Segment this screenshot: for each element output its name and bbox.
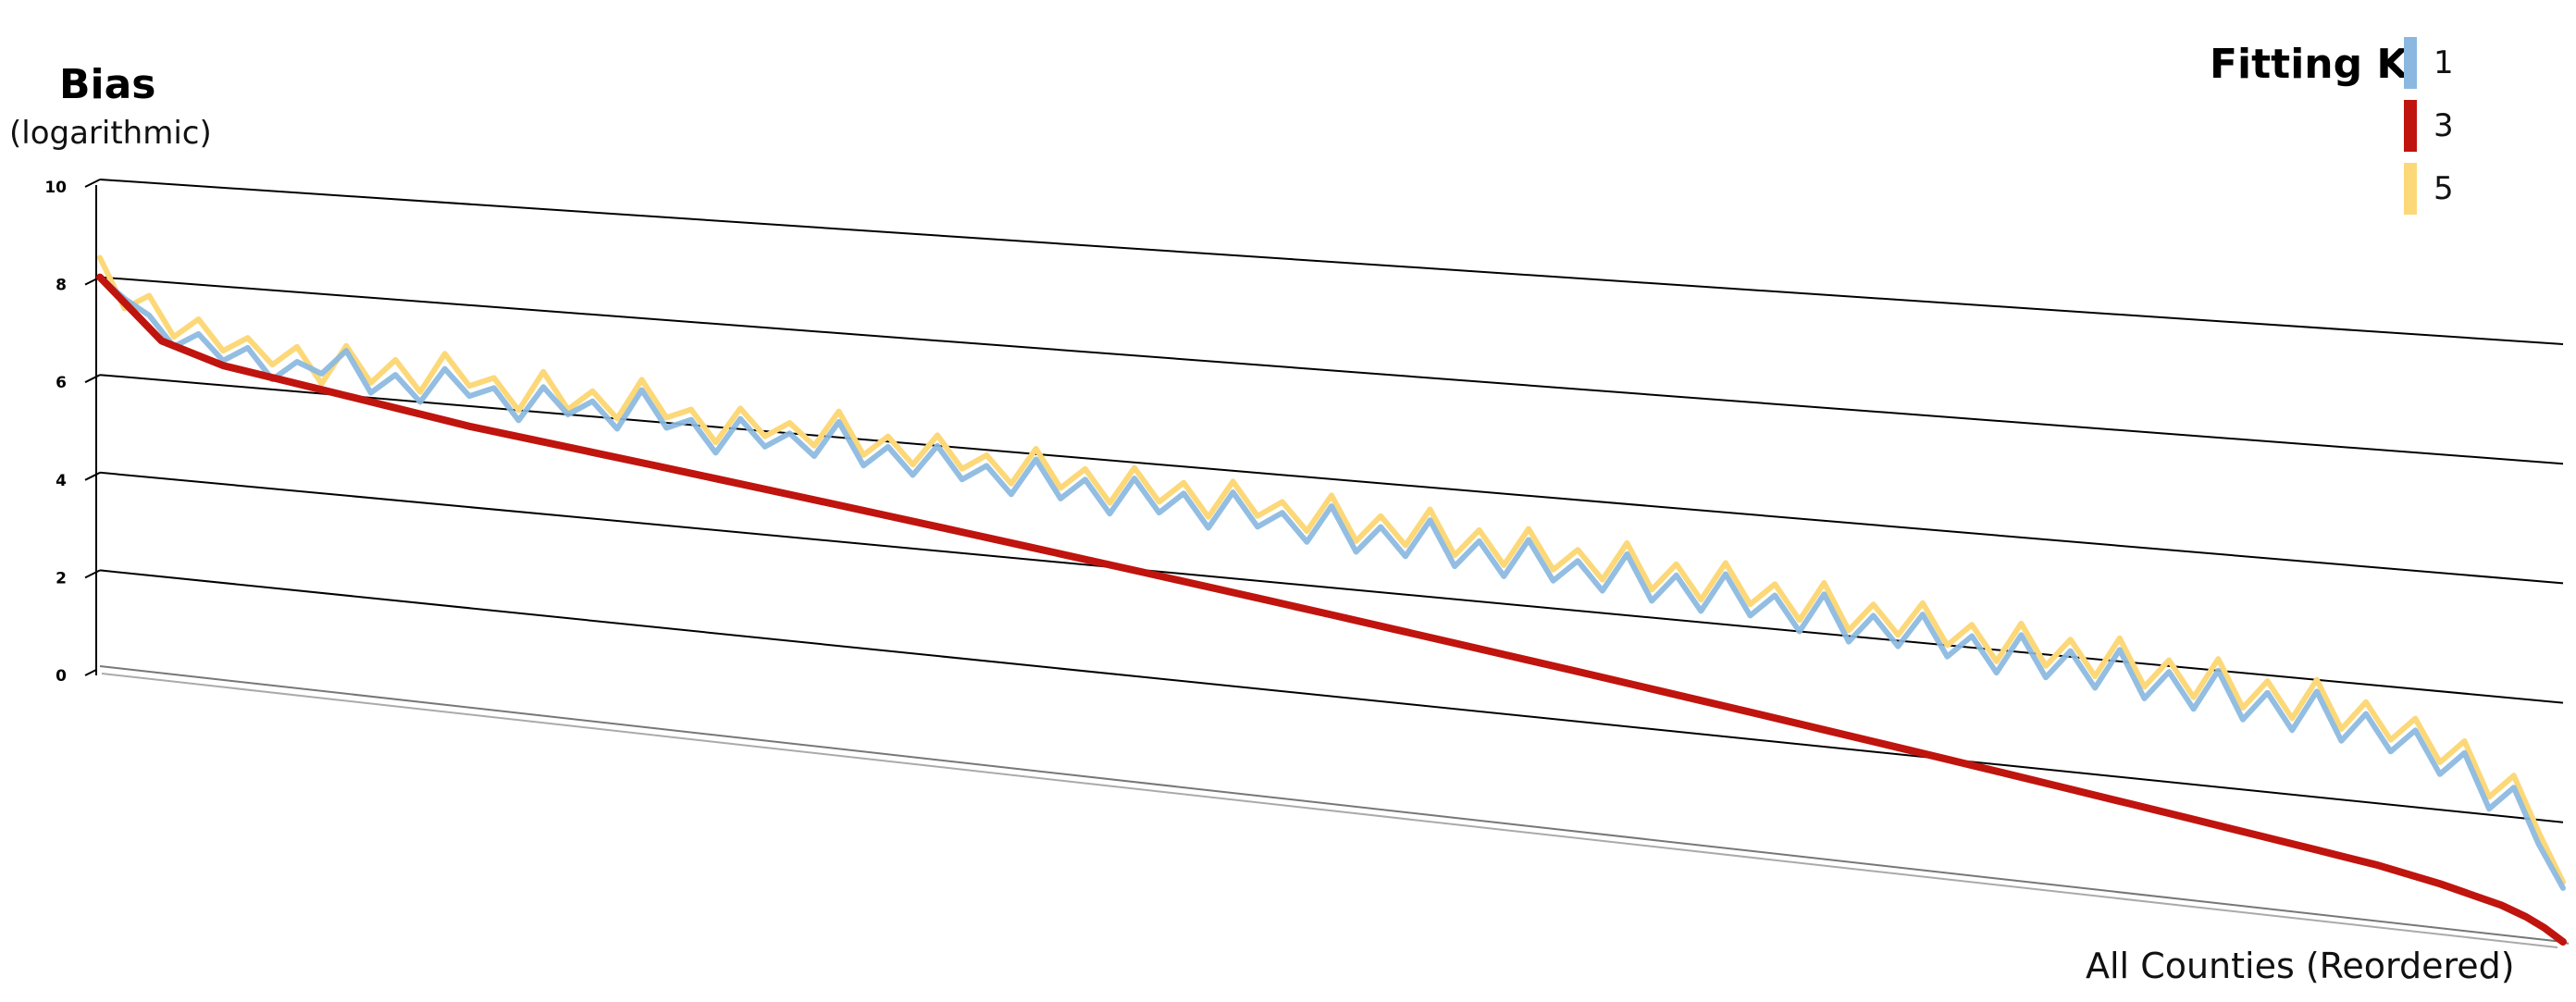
y-tick-labels: 0 2 4 6 8 10	[44, 179, 67, 686]
axes	[84, 185, 2570, 948]
y-tick-label-8: 8	[56, 277, 67, 295]
data-series	[96, 254, 2567, 946]
y-axis-base-tick	[84, 669, 97, 676]
y-tick-label-10: 10	[44, 179, 67, 197]
y-axis-title: Bias	[59, 61, 156, 108]
legend-label-3: 3	[2434, 107, 2454, 144]
legend-swatch-1	[2404, 37, 2417, 89]
gridline-stub-2	[84, 569, 101, 579]
gridline-8	[99, 276, 2564, 465]
legend-swatch-5	[2404, 163, 2417, 215]
gridline-6	[99, 374, 2564, 585]
legend-title: Fitting K	[2210, 41, 2409, 88]
y-axis-subtitle: (logarithmic)	[9, 115, 212, 152]
y-tick-label-2: 2	[56, 569, 67, 588]
series-line-5	[97, 254, 2566, 885]
series-line-3	[96, 273, 2567, 946]
gridline-stub-4	[84, 471, 101, 481]
x-axis-title: All Counties (Reordered)	[2086, 946, 2515, 986]
floor-front-edge	[101, 673, 2558, 948]
series-line-1	[97, 274, 2566, 891]
y-tick-label-6: 6	[56, 374, 67, 392]
legend-swatch-3	[2404, 100, 2417, 152]
y-tick-label-0: 0	[56, 667, 67, 686]
legend-label-5: 5	[2434, 170, 2454, 207]
legend-label-1: 1	[2434, 44, 2454, 81]
gridline-stub-6	[84, 374, 101, 384]
gridline-2	[99, 569, 2564, 823]
gridlines	[84, 179, 2564, 823]
gridline-10	[99, 179, 2564, 345]
floor-back-edge	[99, 665, 2564, 943]
y-tick-label-4: 4	[56, 472, 67, 490]
gridline-stub-10	[84, 179, 101, 188]
gridline-4	[99, 471, 2564, 704]
